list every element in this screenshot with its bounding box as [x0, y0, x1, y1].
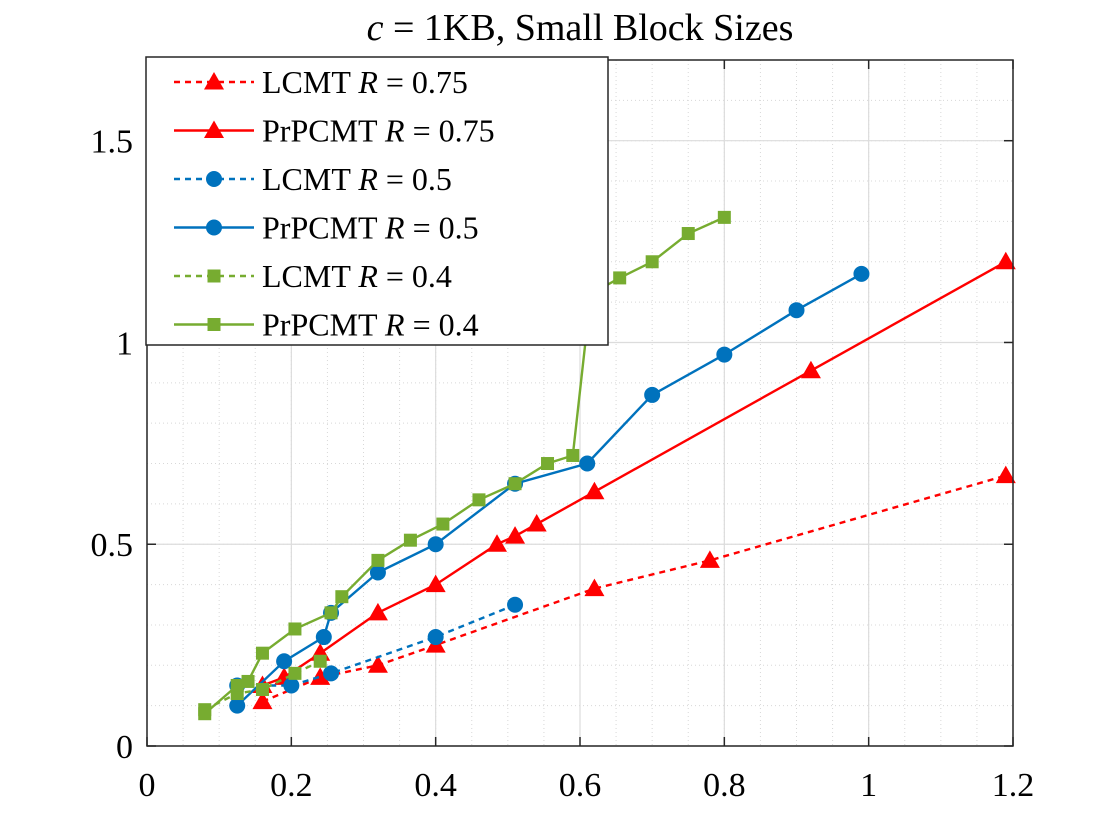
- data-point: [644, 386, 661, 403]
- data-point: [526, 514, 547, 532]
- x-tick-label: 0.8: [703, 767, 746, 804]
- chart-title: c = 1KB, Small Block Sizes: [367, 7, 794, 49]
- data-point: [541, 457, 555, 471]
- data-point: [699, 550, 720, 568]
- legend: LCMT R = 0.75 PrPCMT R = 0.75 LCMT R = 0.5…: [145, 56, 609, 346]
- data-point: [427, 629, 444, 646]
- data-point: [613, 271, 627, 285]
- legend-label: LCMT R = 0.5: [262, 161, 452, 197]
- data-point: [367, 655, 388, 673]
- data-point: [487, 534, 508, 552]
- x-tick-label: 1.2: [992, 767, 1035, 804]
- legend-item: LCMT R = 0.75: [174, 64, 468, 100]
- x-tick-label: 0.2: [270, 767, 313, 804]
- data-point: [229, 697, 246, 714]
- legend-marker: [207, 269, 221, 283]
- series-line: [237, 603, 516, 687]
- data-point: [717, 210, 731, 224]
- data-point: [716, 346, 733, 363]
- data-point: [310, 667, 331, 685]
- legend-item: PrPCMT R = 0.4: [174, 307, 479, 343]
- data-point: [436, 517, 450, 531]
- legend-label: PrPCMT R = 0.4: [262, 307, 479, 343]
- data-point: [566, 448, 580, 462]
- data-point: [645, 255, 659, 269]
- data-point: [288, 622, 302, 636]
- legend-item: LCMT R = 0.5: [174, 161, 452, 197]
- data-point: [788, 302, 805, 319]
- data-point: [315, 629, 332, 646]
- y-tick-label: 0: [116, 729, 133, 766]
- chart-title-variable: c: [367, 7, 384, 49]
- data-point: [584, 578, 605, 597]
- data-point: [425, 574, 446, 593]
- series-line: [204, 660, 321, 711]
- chart-title-text: = 1KB, Small Block Sizes: [384, 7, 794, 49]
- legend-item: LCMT R = 0.4: [174, 258, 452, 294]
- x-tick-label: 0.6: [559, 767, 602, 804]
- data-point: [230, 678, 244, 692]
- data-point: [853, 265, 870, 282]
- x-tick-label: 0.4: [414, 767, 457, 804]
- y-tick-label: 1: [116, 325, 133, 362]
- data-point: [323, 665, 340, 682]
- data-point: [505, 526, 526, 544]
- legend-marker: [206, 171, 222, 187]
- data-point: [324, 606, 338, 620]
- legend-box: [145, 56, 609, 346]
- series-layer: [198, 210, 1016, 721]
- legend-label: PrPCMT R = 0.5: [262, 210, 479, 246]
- data-point: [800, 360, 821, 379]
- legend-marker: [204, 120, 224, 138]
- x-tick-label: 1: [860, 767, 877, 804]
- data-point: [472, 493, 486, 507]
- y-tick-label: 0.5: [91, 527, 134, 564]
- data-point: [681, 227, 695, 241]
- data-point: [252, 691, 273, 710]
- data-point: [241, 674, 255, 688]
- data-point: [995, 251, 1016, 270]
- legend-label: PrPCMT R = 0.75: [262, 113, 495, 149]
- data-point: [367, 602, 388, 621]
- data-point: [313, 654, 327, 668]
- data-point: [276, 653, 293, 670]
- data-point: [288, 666, 302, 680]
- legend-item: PrPCMT R = 0.5: [174, 210, 479, 246]
- legend-label: LCMT R = 0.4: [262, 258, 452, 294]
- legend-label: LCMT R = 0.75: [262, 64, 468, 100]
- data-point: [507, 596, 524, 613]
- data-point: [995, 465, 1016, 484]
- y-tick-label: 1.5: [91, 124, 134, 161]
- data-point: [584, 481, 605, 500]
- data-point: [335, 590, 349, 604]
- data-point: [283, 677, 300, 694]
- data-point: [508, 477, 522, 491]
- series-6: [198, 210, 731, 721]
- data-point: [369, 564, 386, 581]
- data-point: [255, 683, 269, 697]
- legend-item: PrPCMT R = 0.75: [174, 113, 495, 149]
- data-point: [403, 533, 417, 547]
- x-tick-label: 0: [139, 767, 156, 804]
- data-point: [427, 536, 444, 553]
- tick-labels: 0 0.2 0.4 0.6 0.8 1 1.2 0 0.5 1 1.5: [91, 124, 1035, 804]
- data-point: [579, 455, 596, 472]
- legend-marker: [207, 318, 221, 331]
- data-point: [255, 646, 269, 660]
- legend-marker: [204, 72, 224, 90]
- series-5: [198, 654, 327, 717]
- data-point: [198, 707, 212, 721]
- data-point: [371, 553, 385, 567]
- legend-marker: [206, 219, 222, 236]
